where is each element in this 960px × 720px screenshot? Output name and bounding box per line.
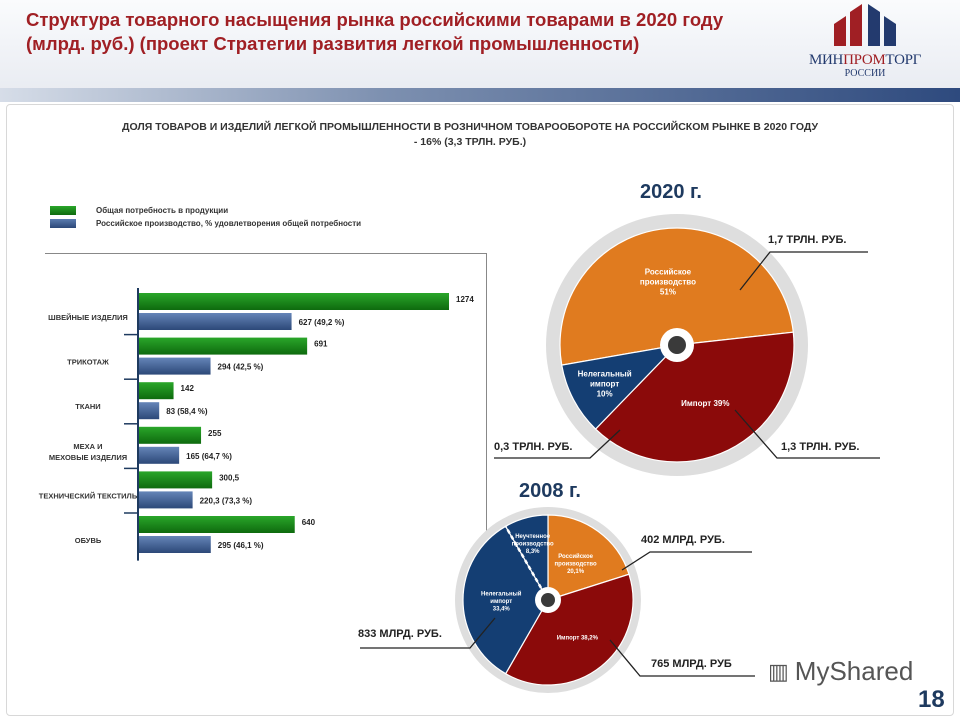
pie2008-slice-label: производство xyxy=(555,561,597,567)
callout-leader-line xyxy=(739,251,868,291)
bar-production xyxy=(139,357,211,375)
bar-demand xyxy=(139,426,202,444)
bar-value-label: 640 xyxy=(302,518,316,527)
pie2020-slice-label: 51% xyxy=(660,287,676,296)
callout-leader-line xyxy=(609,639,755,677)
bar-production xyxy=(139,491,193,509)
callout-2020-illegal: 0,3 трлн. руб. xyxy=(494,441,573,453)
pie2020-slice-label: импорт xyxy=(590,379,619,388)
bar-production xyxy=(139,402,160,420)
pie2008-slice-label: производство xyxy=(512,542,554,548)
content-panel xyxy=(6,104,954,716)
bar-value-label: 165 (64,7 %) xyxy=(186,452,232,461)
callout-2008-russian: 402 млрд. руб. xyxy=(641,534,725,546)
pie2008-hub-dot xyxy=(541,593,555,607)
bar-demand xyxy=(139,516,295,533)
callout-2020-import: 1,3 трлн. руб. xyxy=(781,441,860,453)
pie2020-slice xyxy=(594,331,795,463)
callout-2008-import: 765 млрд. руб xyxy=(651,658,732,670)
pie2008-slice xyxy=(504,514,549,603)
bar-chart-frame xyxy=(45,253,487,593)
presentation-icon: ▥ xyxy=(768,658,789,684)
pie2008-slice-label: 8,3% xyxy=(526,549,540,555)
callout-2020-russian: 1,7 трлн. руб. xyxy=(768,234,847,246)
callout-leader-line xyxy=(360,617,496,649)
pie2020-slice-label: 10% xyxy=(597,389,613,398)
category-label: МЕХА И xyxy=(73,442,102,451)
pie2008-slice-label: Импорт 38,2% xyxy=(557,635,599,641)
watermark-text: MyShared xyxy=(794,656,914,686)
pie2008-slice-label: Нелегальный xyxy=(481,591,522,598)
logo-name: МИНПРОМТОРГ xyxy=(808,52,922,68)
pie2020-slice xyxy=(559,227,794,366)
category-label: ШВЕЙНЫЕ ИЗДЕЛИЯ xyxy=(48,313,128,322)
bar-demand xyxy=(139,382,174,400)
pie2020-slice-label: производство xyxy=(640,277,696,286)
callout-leader-line xyxy=(494,429,621,459)
pie2020-slice-label: Импорт 39% xyxy=(681,399,729,408)
pie2008-slice-label: импорт xyxy=(490,599,512,605)
category-label: ТЕХНИЧЕСКИЙ ТЕКСТИЛЬ xyxy=(39,491,138,500)
bar-production xyxy=(139,446,180,464)
bar-value-label: 83 (58,4 %) xyxy=(166,407,208,416)
legend-swatch-blue xyxy=(50,219,76,228)
bar-demand xyxy=(139,471,213,489)
callout-leader-line xyxy=(621,551,752,571)
logo-emblem-icon xyxy=(834,4,896,46)
bar-production xyxy=(139,313,292,330)
bar-demand xyxy=(139,337,308,355)
pie2020-slice-label: Нелегальный xyxy=(578,369,632,378)
pie-2020-title: 2020 г. xyxy=(640,181,702,203)
bar-value-label: 220,3 (73,3 %) xyxy=(200,496,253,505)
bar-value-label: 294 (42,5 %) xyxy=(218,363,264,372)
logo-subtitle: РОССИИ xyxy=(844,68,886,79)
chart-subtitle: ДОЛЯ ТОВАРОВ И ИЗДЕЛИЙ ЛЕГКОЙ ПРОМЫШЛЕНН… xyxy=(121,121,818,148)
category-label: ТКАНИ xyxy=(75,402,100,411)
category-label: МЕХОВЫЕ ИЗДЕЛИЯ xyxy=(49,453,127,462)
legend-swatch-green xyxy=(50,206,76,215)
legend-item-demand: Общая потребность в продукции xyxy=(50,206,228,215)
pie2020-slice-label: Российское xyxy=(645,267,692,276)
bar-value-label: 1274 xyxy=(456,295,474,304)
pie2008-slice-label: Российское xyxy=(558,553,593,560)
bar-production xyxy=(139,536,211,553)
page-number: 18 xyxy=(918,686,945,713)
bar-value-label: 255 xyxy=(208,429,222,438)
bar-value-label: 295 (46,1 %) xyxy=(218,541,264,550)
header-band xyxy=(0,88,960,102)
slide-title: Структура товарного насыщения рынка росс… xyxy=(26,9,724,54)
category-label: ОБУВЬ xyxy=(75,536,102,545)
pie2008-slice-label: Неучтенное xyxy=(515,534,551,540)
bar-value-label: 691 xyxy=(314,340,328,349)
myshared-watermark: ▥ MyShared xyxy=(768,656,913,687)
bar-value-label: 300,5 xyxy=(219,473,240,482)
legend-label: Общая потребность в продукции xyxy=(96,206,229,215)
bar-demand xyxy=(139,293,449,310)
pie2008-dashed-divider xyxy=(504,525,550,601)
pie2008-slice xyxy=(504,573,634,686)
pie2020-hub-dot xyxy=(668,336,686,354)
pie2008-slice-label: 20,1% xyxy=(567,569,585,575)
legend-label: Российское производство, % удовлетворени… xyxy=(96,219,362,228)
bar-value-label: 627 (49,2 %) xyxy=(299,318,345,327)
callout-2008-illegal: 833 млрд. руб. xyxy=(358,628,442,640)
pie2020-slice xyxy=(561,344,679,430)
bar-value-label: 142 xyxy=(181,384,195,393)
header xyxy=(0,0,960,90)
legend-item-production: Российское производство, % удовлетворени… xyxy=(50,219,361,228)
minpromtorg-logo: МИНПРОМТОРГ РОССИИ xyxy=(790,2,940,88)
callout-leader-line xyxy=(734,409,880,459)
pie-2008-title: 2008 г. xyxy=(519,480,581,502)
pie2008-slice-label: 33,4% xyxy=(493,607,511,613)
category-label: ТРИКОТАЖ xyxy=(67,358,109,367)
